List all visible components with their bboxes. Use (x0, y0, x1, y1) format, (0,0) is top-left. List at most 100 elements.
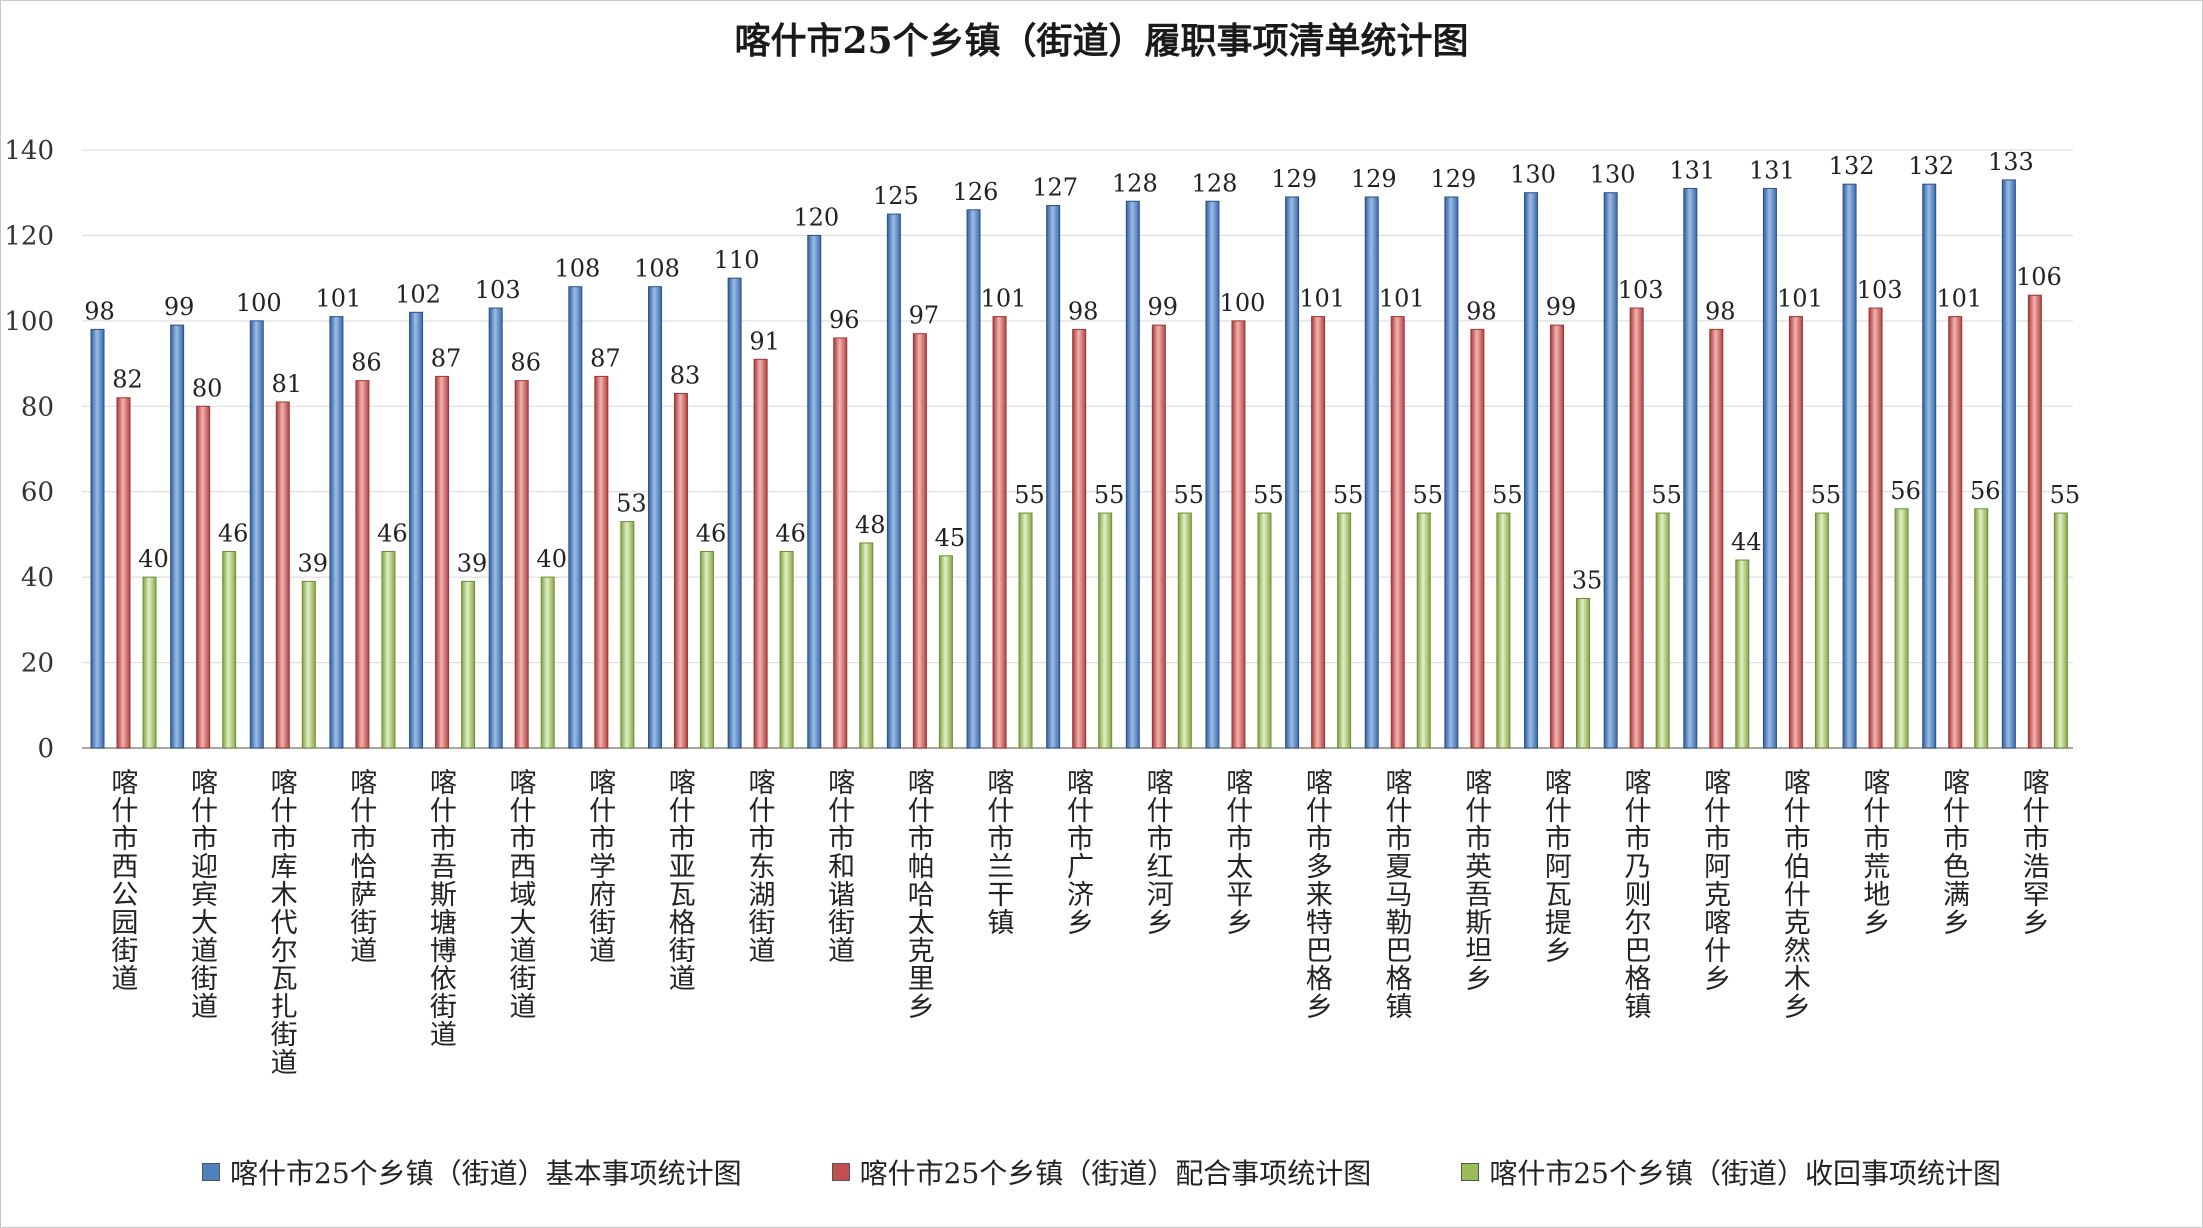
x-category-label: 喀什市亚瓦格街道 (664, 768, 696, 992)
bar-series2 (992, 316, 1007, 749)
data-label-series3: 55 (1651, 481, 1682, 509)
data-label-series1: 100 (236, 289, 282, 317)
x-category-label: 喀什市太平乡 (1221, 768, 1253, 936)
data-label-series2: 81 (272, 370, 303, 398)
bar-series2 (2027, 294, 2042, 749)
bar-series1 (90, 328, 105, 749)
y-tick-label: 120 (4, 221, 54, 251)
bar-series1 (1762, 187, 1777, 749)
x-category-label: 喀什市英吾斯坦乡 (1460, 768, 1492, 992)
bar-series2 (1470, 328, 1485, 749)
chart-legend: 喀什市25个乡镇（街道）基本事项统计图 喀什市25个乡镇（街道）配合事项统计图 喀什… (0, 1152, 2203, 1192)
bar-series2 (833, 337, 848, 749)
bar-series1 (1683, 187, 1698, 749)
bar-series3 (540, 576, 555, 749)
bar-series2 (1709, 328, 1724, 749)
bar-series1 (1842, 183, 1857, 749)
x-category-label: 喀什市迎宾大道街道 (186, 768, 218, 1020)
data-label-series2: 91 (749, 327, 780, 355)
data-label-series1: 110 (714, 246, 760, 274)
bar-series1 (1922, 183, 1937, 749)
data-label-series1: 128 (1112, 169, 1158, 197)
y-tick-label: 20 (21, 649, 54, 679)
x-category-label: 喀什市乃则尔巴格镇 (1619, 768, 1651, 1020)
bar-series3 (1337, 512, 1352, 749)
data-label-series3: 39 (457, 549, 488, 577)
x-category-label: 喀什市伯什克然木乡 (1779, 768, 1811, 1020)
x-category-label: 喀什市帕哈太克里乡 (903, 768, 935, 1020)
data-label-series1: 125 (873, 182, 919, 210)
bar-series2 (1311, 316, 1326, 749)
y-tick-label: 140 (4, 136, 54, 166)
legend-label: 喀什市25个乡镇（街道）收回事项统计图 (1489, 1157, 2001, 1190)
data-label-series1: 108 (554, 255, 600, 283)
data-label-series3: 55 (1811, 481, 1842, 509)
data-label-series1: 133 (1988, 148, 2034, 176)
bar-series1 (886, 213, 901, 749)
data-label-series3: 40 (536, 545, 567, 573)
data-label-series3: 46 (696, 520, 727, 548)
data-label-series1: 131 (1749, 156, 1795, 184)
data-label-series3: 46 (775, 520, 806, 548)
bar-series2 (116, 397, 131, 749)
x-category-label: 喀什市西公园街道 (106, 768, 138, 992)
bar-series3 (1496, 512, 1511, 749)
bar-series2 (1390, 316, 1405, 749)
y-tick-label: 40 (21, 563, 54, 593)
bar-series1 (1046, 205, 1061, 749)
data-label-series1: 103 (475, 276, 521, 304)
x-category-label: 喀什市吾斯塘博依街道 (425, 768, 457, 1048)
data-label-series2: 98 (1705, 297, 1736, 325)
data-label-series3: 56 (1890, 477, 1921, 505)
bar-series2 (275, 401, 290, 749)
bar-series3 (2053, 512, 2068, 749)
x-category-label: 喀什市荒地乡 (1858, 768, 1890, 936)
bar-series1 (1285, 196, 1300, 749)
x-category-label: 喀什市和谐街道 (823, 768, 855, 964)
data-label-series3: 39 (298, 549, 329, 577)
bar-series1 (1444, 196, 1459, 749)
data-label-series1: 120 (793, 203, 839, 231)
bar-series3 (1814, 512, 1829, 749)
x-category-label: 喀什市红河乡 (1142, 768, 1174, 936)
bar-series3 (1416, 512, 1431, 749)
bar-series1 (807, 234, 822, 749)
data-label-series3: 45 (935, 524, 966, 552)
legend-label: 喀什市25个乡镇（街道）配合事项统计图 (859, 1157, 1372, 1190)
data-label-series1: 129 (1351, 165, 1397, 193)
data-label-series2: 99 (1546, 293, 1577, 321)
bar-series3 (1576, 598, 1591, 749)
x-category-label: 喀什市色满乡 (1938, 768, 1970, 936)
data-label-series1: 131 (1669, 156, 1715, 184)
bar-series2 (594, 375, 609, 749)
data-label-series2: 98 (1068, 297, 1099, 325)
data-label-series3: 55 (2050, 481, 2081, 509)
data-label-series1: 130 (1510, 161, 1556, 189)
legend-label: 喀什市25个乡镇（街道）基本事项统计图 (230, 1157, 742, 1190)
x-category-label: 喀什市库木代尔瓦扎街道 (266, 768, 298, 1076)
data-label-series1: 98 (84, 297, 115, 325)
bar-series1 (568, 286, 583, 749)
y-tick-label: 0 (37, 734, 54, 764)
data-label-series3: 35 (1572, 567, 1603, 595)
bar-series3 (1894, 508, 1909, 749)
bar-series1 (1603, 192, 1618, 749)
data-label-series2: 101 (1777, 285, 1823, 313)
x-category-label: 喀什市阿克喀什乡 (1699, 768, 1731, 992)
data-label-series1: 129 (1271, 165, 1317, 193)
data-label-series3: 48 (855, 511, 886, 539)
data-label-series1: 132 (1908, 152, 1954, 180)
bar-series2 (355, 380, 370, 749)
bar-series3 (1974, 508, 1989, 749)
bar-series2 (753, 358, 768, 749)
legend-swatch (202, 1163, 221, 1181)
bar-series3 (142, 576, 157, 749)
data-label-series2: 101 (1936, 285, 1982, 313)
bar-series3 (1655, 512, 1670, 749)
data-label-series3: 40 (138, 545, 169, 573)
data-label-series1: 132 (1829, 152, 1875, 180)
data-label-series1: 101 (316, 285, 362, 313)
legend-item-series3: 喀什市25个乡镇（街道）收回事项统计图 (1461, 1152, 2001, 1192)
data-label-series1: 129 (1430, 165, 1476, 193)
data-label-series3: 46 (218, 520, 249, 548)
